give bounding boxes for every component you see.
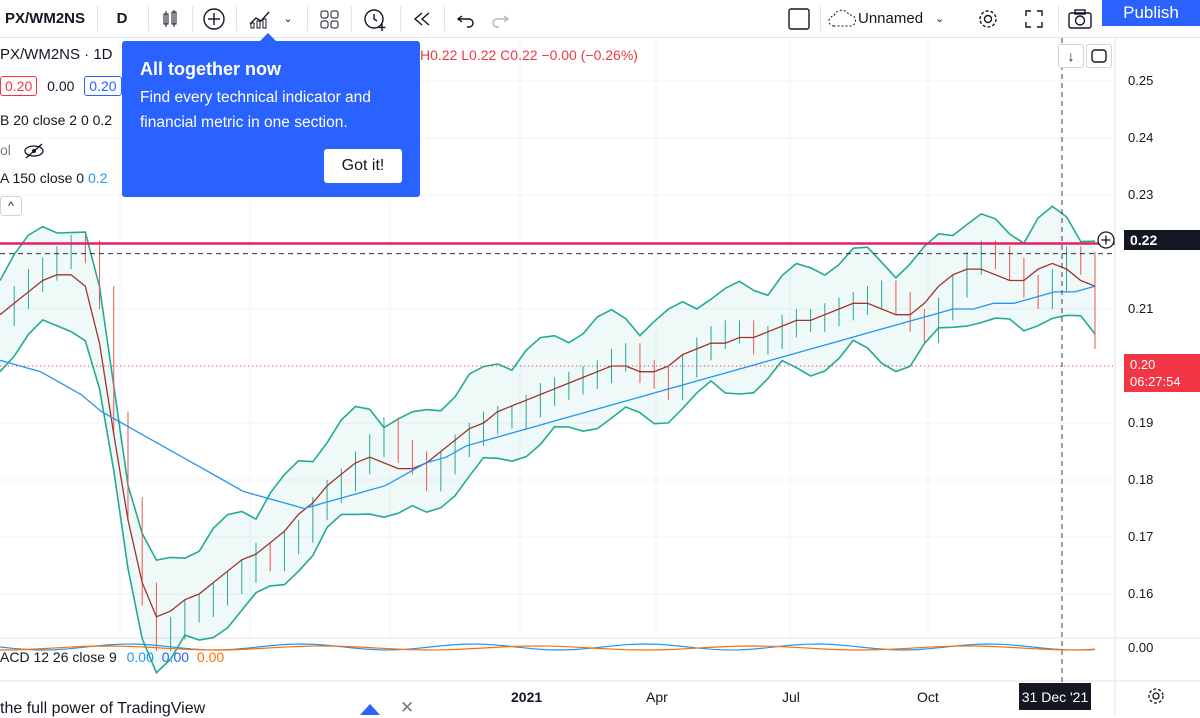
camera-icon[interactable] [1062,0,1098,37]
tooltip-body: Find every technical indicator and finan… [140,89,371,131]
tooltip-arrow [260,33,276,41]
legend-ohlc: H0.22 L0.22 C0.22 −0.00 (−0.26%) [420,47,638,63]
bar-countdown: 06:27:54 [1130,374,1181,389]
templates-icon[interactable] [311,0,347,37]
indicators-button[interactable]: ⌄ [240,0,300,37]
cloud-icon [828,9,857,26]
interval-button[interactable]: D [104,0,140,37]
last-price-value: 0.20 [1130,357,1156,372]
last-price-label: 0.20 06:27:54 [1124,354,1200,392]
price-tick: 0.24 [1128,130,1154,145]
tooltip-title: All together now [140,59,281,79]
legend-volume: ol [0,142,47,160]
current-price-value: 0.22 [1130,232,1158,248]
bb-label: B 20 close 2 0 [0,112,89,128]
symbol-label: PX/WM2NS [4,10,85,27]
bollinger-band-fill [0,206,1095,673]
arrow-down-icon[interactable]: ↓ [1058,44,1084,68]
bollinger-upper-line [0,205,1096,561]
current-price-label: 0.22 [1124,230,1200,250]
candle-style-icon[interactable] [152,0,188,37]
redo-icon[interactable] [482,0,518,37]
ma-150-line [0,285,1096,510]
bollinger-lower-line [0,314,1096,675]
publish-button[interactable]: Publish [1102,0,1200,26]
time-label-jul: Jul [782,689,800,705]
macd-label: ACD 12 26 close 9 [0,649,117,665]
bollinger-basis-line [0,262,1096,618]
macd-line [0,643,1096,651]
promo-arrow-icon[interactable] [360,704,380,715]
price-tick: 0.23 [1128,187,1154,202]
top-toolbar: PX/WM2NS D ⌄ Unnamed ⌄ [0,0,1200,38]
bb-value: 0.2 [92,112,113,128]
symbol-search-button[interactable]: PX/WM2NS [0,0,90,37]
time-label-2021: 2021 [511,689,543,705]
indicators-tooltip: All together now Find every technical in… [122,41,420,197]
maximize-pane-icon[interactable] [1086,44,1112,68]
collapse-legend-icon[interactable]: ^ [0,196,22,216]
fullscreen-icon[interactable] [1016,0,1052,37]
close-promo-icon[interactable]: ✕ [400,698,415,717]
price-tick: 0.21 [1128,301,1154,316]
price-tick: 0.19 [1128,415,1154,430]
ma-label: A 150 close 0 [0,170,85,186]
price-tick: 0.16 [1128,586,1154,601]
legend-bb: B 20 close 2 0 0.2 [0,112,112,128]
eye-hidden-icon[interactable] [21,142,47,160]
time-label-oct: Oct [917,689,939,705]
vol-label: ol [0,142,11,158]
compare-add-icon[interactable] [196,0,232,37]
price-chart[interactable] [0,38,1200,715]
macd-axis-tick: 0.00 [1128,640,1154,655]
undo-icon[interactable] [448,0,484,37]
chevron-down-icon: ⌄ [283,13,293,25]
fullscreen-square-icon[interactable] [784,0,814,37]
macd-value: 0.00 [126,649,154,665]
spread-value: 0.00 [47,78,75,94]
ma-value: 0.2 [87,170,108,186]
indicators-icon [249,11,270,28]
add-plus-icon[interactable] [1096,230,1116,250]
interval-label: D [116,10,128,27]
ask-price[interactable]: 0.20 [84,76,122,96]
settings-gear-icon[interactable] [972,0,1004,37]
price-tick: 0.18 [1128,472,1154,487]
macd-signal-line [0,645,1096,651]
publish-label: Publish [1123,3,1179,22]
replay-icon[interactable] [404,0,440,37]
legend-symbol: PX/WM2NS · 1D [0,46,113,63]
layout-name-label: Unnamed [858,10,924,27]
layout-chevron-icon: ⌄ [935,13,945,25]
macd-signal-value: 0.00 [161,649,190,665]
legend-macd: ACD 12 26 close 9 0.00 0.00 0.00 [0,649,224,665]
alert-clock-icon[interactable] [355,0,395,37]
price-tick: 0.17 [1128,529,1154,544]
got-it-button[interactable]: Got it! [324,149,402,183]
crosshair-date-label: 31 Dec '21 [1019,683,1091,710]
bid-price[interactable]: 0.20 [0,76,38,96]
legend-ma: A 150 close 0 0.2 [0,170,107,186]
legend-bid-ask: 0.20 0.00 0.20 [0,76,122,96]
macd-hist-value: 0.00 [196,649,225,665]
promo-text: the full power of TradingView [0,700,206,717]
time-label-apr: Apr [646,689,668,705]
price-tick: 0.25 [1128,73,1154,88]
axis-settings-gear-icon[interactable] [1146,686,1166,711]
layout-name-button[interactable]: Unnamed ⌄ [826,0,966,37]
